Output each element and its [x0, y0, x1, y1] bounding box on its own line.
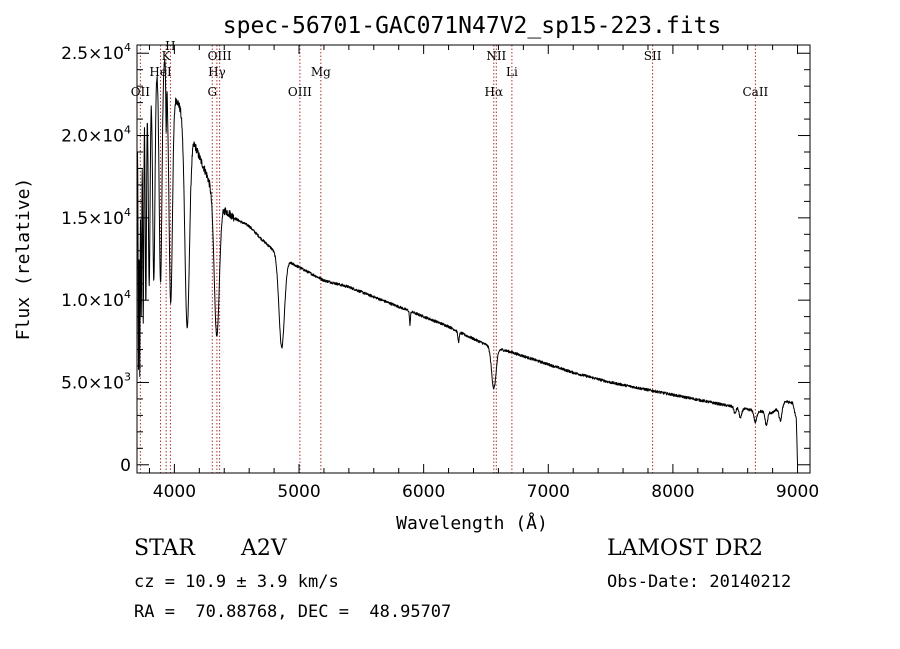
y-tick-exponent: 4: [124, 41, 131, 54]
y-tick-mantissa: 2.0×10: [61, 127, 124, 147]
y-tick-exponent: 4: [124, 288, 131, 301]
spectral-line-label: OII: [131, 85, 151, 99]
spectral-line-label: OIII: [288, 85, 312, 99]
y-tick-label: 0: [120, 456, 131, 476]
object-subclass: A2V: [241, 536, 287, 561]
spectral-line-label: Li: [506, 65, 518, 79]
spectral-line-label: H: [165, 39, 175, 53]
y-tick-label: 2.0×104: [61, 124, 131, 147]
x-tick-label: 4000: [153, 482, 196, 502]
coordinates: RA = 70.88768, DEC = 48.95707: [134, 602, 452, 622]
spectral-line-label: Hγ: [208, 65, 226, 79]
spectral-line-label: HeI: [149, 65, 172, 79]
y-tick-exponent: 3: [124, 370, 131, 383]
y-tick-label: 2.5×104: [61, 41, 131, 64]
y-axis-label: Flux (relative): [13, 178, 34, 341]
spectrum-line: [136, 58, 799, 465]
y-tick-mantissa: 0: [120, 456, 131, 476]
x-tick-label: 7000: [527, 482, 570, 502]
plot-frame: [136, 44, 811, 474]
x-tick-label: 8000: [651, 482, 694, 502]
x-tick-label: 9000: [776, 482, 819, 502]
x-tick-label: 5000: [277, 482, 320, 502]
spectral-line-label: Hα: [485, 85, 504, 99]
spectral-line-label: NII: [486, 49, 506, 63]
spectral-line-label: OIII: [208, 49, 232, 63]
survey-name: LAMOST DR2: [607, 536, 763, 561]
x-tick-label: 6000: [402, 482, 445, 502]
obs-date: Obs-Date: 20140212: [607, 572, 792, 592]
spectral-line-label: G: [207, 85, 217, 99]
x-axis: 4000 5000 6000 7000 8000 9000: [148, 45, 819, 502]
chart-title: spec-56701-GAC071N47V2_sp15-223.fits: [223, 13, 722, 39]
spectral-line-label: CaII: [742, 85, 768, 99]
spectral-line-label: K: [162, 49, 172, 63]
redshift-cz: cz = 10.9 ± 3.9 km/s: [134, 572, 339, 592]
object-class: STAR: [134, 536, 195, 561]
y-tick-mantissa: 2.5×10: [61, 44, 124, 64]
y-tick-exponent: 4: [124, 124, 131, 137]
y-tick-mantissa: 5.0×10: [61, 373, 124, 393]
y-tick-label: 1.5×104: [61, 206, 131, 229]
y-tick-label: 5.0×103: [61, 370, 131, 393]
y-tick-mantissa: 1.5×10: [61, 209, 124, 229]
y-tick-mantissa: 1.0×10: [61, 291, 124, 311]
y-tick-label: 1.0×104: [61, 288, 131, 311]
y-tick-exponent: 4: [124, 206, 131, 219]
spectral-line-label: Mg: [311, 65, 331, 79]
spectral-line-label: SII: [644, 49, 662, 63]
x-axis-label: Wavelength (Å): [396, 512, 548, 534]
